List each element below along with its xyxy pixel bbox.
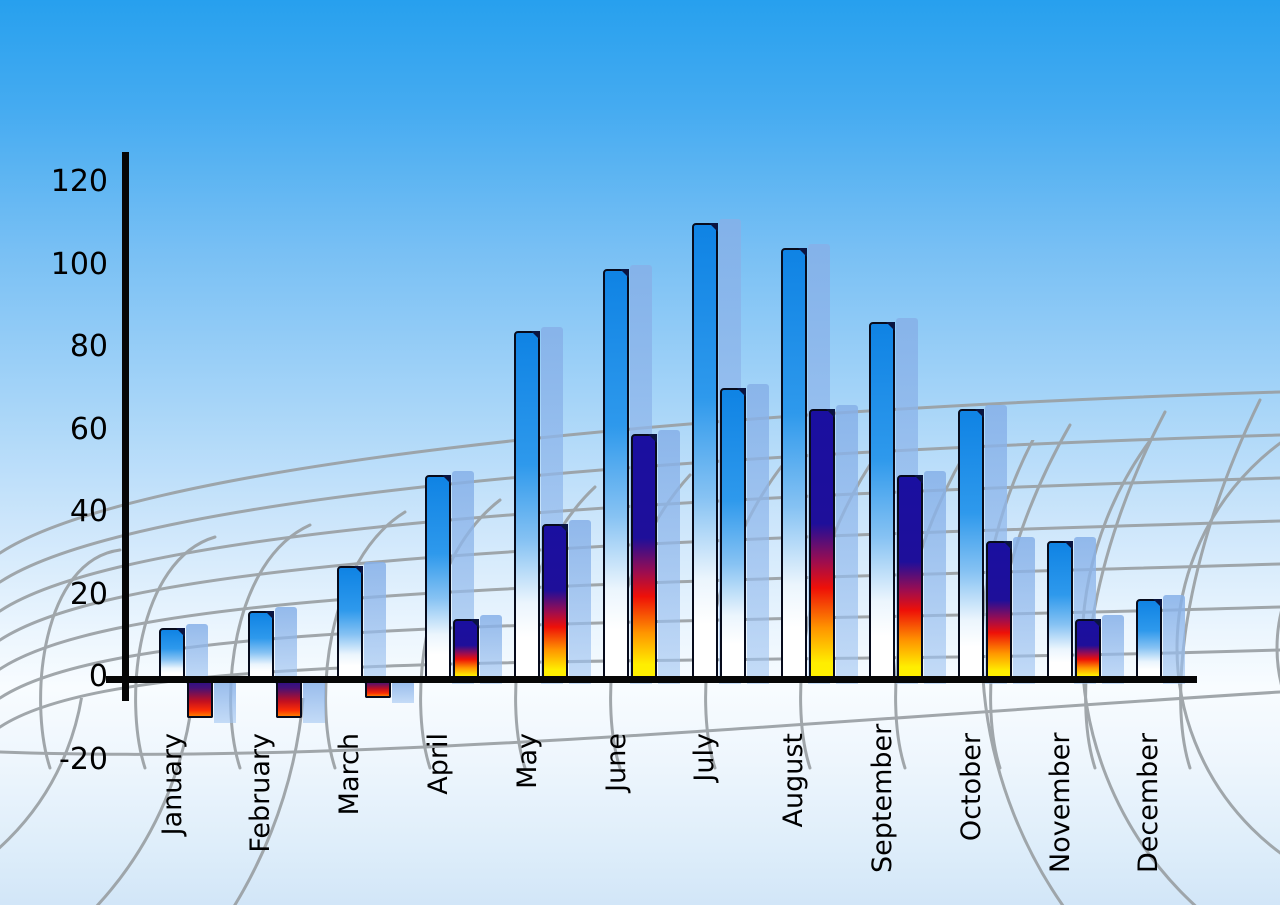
y-tick-120: 120 bbox=[50, 164, 108, 199]
bar-secondary-october bbox=[986, 540, 1013, 681]
shadow-secondary-november bbox=[1102, 615, 1124, 684]
month-label-june: June bbox=[600, 733, 632, 792]
y-tick-40: 40 bbox=[69, 494, 108, 529]
bar-secondary-may bbox=[542, 524, 569, 681]
bar-top-bevel bbox=[442, 474, 452, 484]
month-label-april: April bbox=[422, 733, 454, 795]
shadow-secondary-august bbox=[835, 404, 858, 684]
bar-primary-april bbox=[425, 474, 452, 681]
bar-top-bevel bbox=[736, 388, 746, 398]
month-label-march: March bbox=[334, 733, 366, 816]
bar-top-bevel bbox=[975, 408, 985, 418]
bar-top-bevel bbox=[648, 433, 657, 443]
y-tick-100: 100 bbox=[50, 246, 108, 282]
month-label-november: November bbox=[1044, 732, 1076, 873]
bar-primary-march bbox=[336, 565, 363, 681]
month-label-december: December bbox=[1133, 732, 1165, 873]
bar-top-bevel bbox=[620, 268, 629, 278]
bar-top-bevel bbox=[1064, 540, 1073, 550]
bar-secondary-june bbox=[631, 433, 657, 681]
bar-top-bevel bbox=[914, 474, 924, 484]
bar-top-bevel bbox=[264, 611, 274, 620]
bar-primary-june bbox=[603, 268, 629, 681]
bar-secondary-september bbox=[897, 474, 924, 681]
bar-secondary-august bbox=[808, 408, 835, 681]
shadow-secondary-january bbox=[214, 681, 236, 724]
y-tick-60: 60 bbox=[69, 411, 108, 447]
bar-top-bevel bbox=[708, 223, 718, 233]
shadow-secondary-april bbox=[480, 615, 503, 684]
bar-top-bevel bbox=[1092, 619, 1101, 629]
bar-primary-october bbox=[958, 408, 985, 681]
shadow-primary-december bbox=[1162, 594, 1185, 684]
bar-primary-july bbox=[691, 223, 718, 681]
shadow-secondary-july bbox=[746, 384, 769, 684]
bar-top-bevel bbox=[531, 330, 541, 340]
bar-top-bevel bbox=[559, 524, 569, 534]
shadow-secondary-june bbox=[658, 429, 680, 684]
bar-secondary-january bbox=[187, 677, 213, 719]
bar-top-bevel bbox=[825, 408, 835, 418]
month-label-february: February bbox=[245, 733, 277, 853]
shadow-secondary-september bbox=[924, 470, 947, 684]
bar-primary-december bbox=[1135, 598, 1162, 681]
bar-primary-february bbox=[247, 611, 274, 681]
bar-secondary-april bbox=[453, 619, 480, 681]
bar-primary-january bbox=[159, 627, 185, 681]
shadow-secondary-february bbox=[302, 681, 325, 724]
month-label-may: May bbox=[511, 733, 543, 789]
y-tick--20: -20 bbox=[59, 741, 108, 777]
bar-top-bevel bbox=[176, 627, 185, 637]
bar-secondary-november bbox=[1075, 619, 1101, 681]
shadow-secondary-october bbox=[1013, 536, 1036, 684]
shadow-secondary-march bbox=[391, 681, 414, 703]
shadow-secondary-may bbox=[569, 520, 592, 684]
y-tick-80: 80 bbox=[69, 329, 108, 364]
bar-primary-august bbox=[780, 248, 807, 681]
shadow-primary-march bbox=[363, 561, 386, 684]
month-label-october: October bbox=[955, 733, 987, 842]
shadow-primary-february bbox=[274, 607, 297, 684]
bar-top-bevel bbox=[353, 565, 363, 575]
bar-top-bevel bbox=[886, 322, 896, 332]
bar-primary-september bbox=[869, 322, 896, 681]
month-label-january: January bbox=[156, 733, 188, 836]
shadow-primary-january bbox=[186, 623, 208, 684]
x-axis-zero-line bbox=[106, 676, 1197, 683]
month-label-august: August bbox=[778, 733, 810, 828]
month-label-september: September bbox=[866, 723, 898, 873]
month-label-july: July bbox=[689, 733, 721, 782]
bar-secondary-july bbox=[719, 388, 746, 681]
bar-top-bevel bbox=[470, 619, 480, 629]
bar-top-bevel bbox=[1152, 598, 1162, 608]
bar-primary-may bbox=[514, 330, 541, 681]
bar-secondary-february bbox=[275, 677, 302, 719]
y-axis-line bbox=[122, 152, 129, 701]
y-tick-20: 20 bbox=[69, 576, 108, 612]
bar-top-bevel bbox=[1003, 540, 1013, 550]
bar-top-bevel bbox=[797, 248, 807, 257]
bar-primary-november bbox=[1047, 540, 1073, 681]
y-tick-0: 0 bbox=[88, 659, 108, 694]
